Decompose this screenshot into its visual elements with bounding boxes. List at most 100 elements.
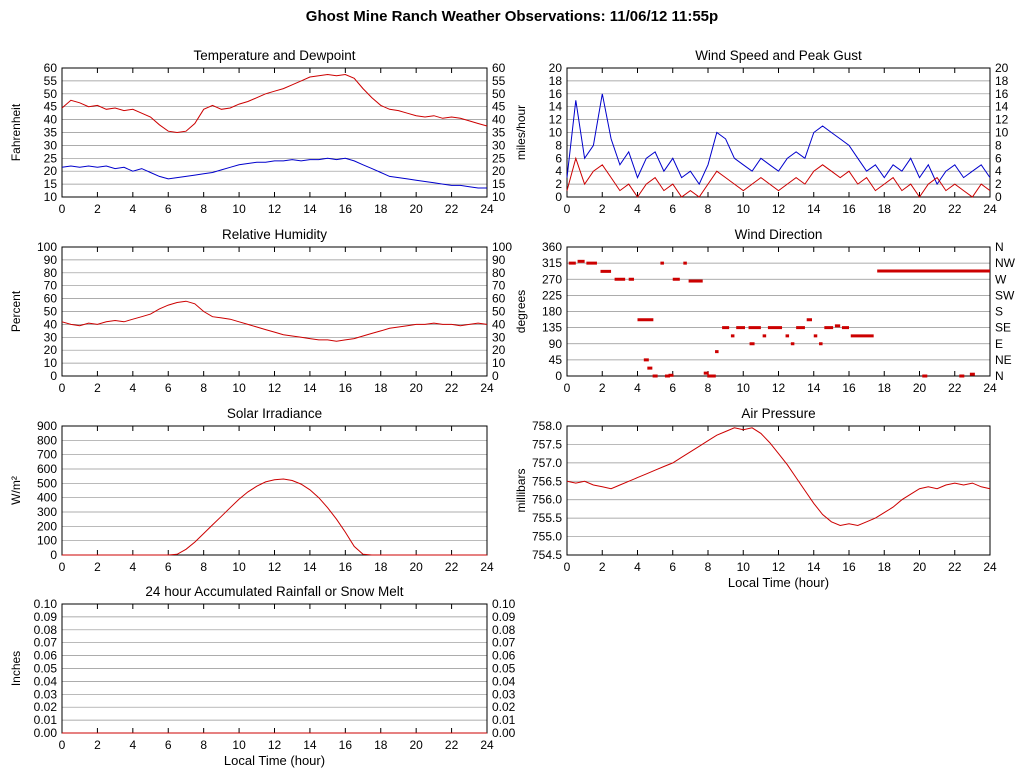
y-tick-label: 16	[549, 87, 563, 101]
x-tick-label: 10	[232, 202, 246, 216]
y-tick-label-right: 0.04	[492, 674, 516, 688]
x-tick-label: 14	[303, 738, 317, 752]
y-tick-label-right: E	[995, 337, 1003, 351]
y-tick-label: 25	[44, 151, 58, 165]
x-tick-label: 16	[339, 381, 353, 395]
x-tick-label: 8	[200, 560, 207, 574]
direction-point	[959, 374, 965, 378]
x-tick-label: 18	[878, 560, 892, 574]
y-tick-label-right: NW	[995, 256, 1016, 270]
y-tick-label-right: 100	[492, 240, 512, 254]
x-tick-label: 20	[409, 560, 423, 574]
x-tick-label: 10	[232, 738, 246, 752]
chart-title: Wind Direction	[735, 227, 823, 242]
x-tick-label: 18	[374, 560, 388, 574]
y-tick-label-right: 0.01	[492, 713, 516, 727]
x-tick-label: 14	[303, 381, 317, 395]
x-tick-label: 16	[339, 202, 353, 216]
y-tick-label: 60	[44, 292, 58, 306]
x-tick-label: 14	[303, 560, 317, 574]
x-tick-label: 20	[913, 381, 927, 395]
x-tick-label: 12	[772, 381, 786, 395]
y-tick-label: 0	[555, 190, 562, 204]
direction-point	[647, 366, 653, 370]
y-tick-label: 100	[37, 240, 57, 254]
x-tick-label: 14	[807, 202, 821, 216]
series-temperature	[61, 73, 488, 134]
chart-title: Solar Irradiance	[227, 406, 322, 421]
direction-point	[707, 374, 713, 378]
y-tick-label-right: SW	[995, 288, 1015, 302]
y-tick-label: 180	[542, 305, 562, 319]
y-tick-label-right: 40	[492, 317, 506, 331]
x-tick-label: 6	[669, 381, 676, 395]
x-tick-label: 12	[268, 560, 282, 574]
y-tick-label-right: 50	[492, 305, 506, 319]
y-tick-label-right: 45	[492, 100, 506, 114]
x-tick-label: 24	[480, 560, 494, 574]
chart-temperature-dewpoint: Temperature and DewpointFahrenheit101520…	[9, 48, 506, 216]
y-tick-label-right: 15	[492, 177, 506, 191]
x-tick-label: 6	[165, 202, 172, 216]
x-tick-label: 12	[268, 202, 282, 216]
x-tick-label: 4	[634, 381, 641, 395]
y-tick-label: 225	[542, 288, 562, 302]
y-tick-label: 0.04	[34, 674, 58, 688]
y-tick-label: 0.03	[34, 687, 58, 701]
y-tick-label: 756.5	[532, 474, 562, 488]
y-tick-label-right: 20	[492, 164, 506, 178]
direction-point	[668, 373, 674, 377]
y-tick-label: 4	[555, 164, 562, 178]
y-tick-label-right: 18	[995, 74, 1009, 88]
y-tick-label: 300	[37, 505, 57, 519]
y-tick-label: 0	[555, 369, 562, 383]
y-tick-label: 90	[44, 253, 58, 267]
y-tick-label-right: 55	[492, 74, 506, 88]
series-air-pressure	[566, 427, 991, 527]
y-tick-label-right: 0.05	[492, 662, 516, 676]
y-tick-label: 400	[37, 491, 57, 505]
y-tick-label-right: 4	[995, 164, 1002, 178]
y-tick-label: 755.5	[532, 511, 562, 525]
y-tick-label: 20	[44, 164, 58, 178]
x-tick-label: 22	[445, 381, 459, 395]
x-tick-label: 6	[165, 560, 172, 574]
plot-border	[61, 425, 488, 556]
x-tick-label: 12	[268, 381, 282, 395]
x-tick-label: 4	[634, 202, 641, 216]
y-tick-label-right: 90	[492, 253, 506, 267]
direction-point	[703, 371, 709, 375]
y-tick-label: 100	[37, 534, 57, 548]
x-tick-label: 24	[983, 202, 997, 216]
y-tick-label: 800	[37, 433, 57, 447]
y-tick-label: 6	[555, 151, 562, 165]
y-tick-label: 12	[549, 113, 563, 127]
x-tick-label: 14	[807, 560, 821, 574]
direction-point	[643, 358, 649, 362]
chart-solar-irradiance: Solar IrradianceW/m²01002003004005006007…	[9, 406, 494, 574]
chart-title: Wind Speed and Peak Gust	[695, 48, 862, 63]
x-tick-label: 10	[232, 560, 246, 574]
plot-border	[566, 425, 991, 556]
y-axis-label: Inches	[9, 651, 23, 686]
y-tick-label: 20	[44, 343, 58, 357]
chart-title: 24 hour Accumulated Rainfall or Snow Mel…	[145, 584, 403, 599]
series-peak-gust	[566, 93, 991, 186]
y-tick-label: 700	[37, 448, 57, 462]
y-tick-label: 50	[44, 87, 58, 101]
y-tick-label: 55	[44, 74, 58, 88]
x-tick-label: 20	[913, 560, 927, 574]
x-tick-label: 20	[913, 202, 927, 216]
y-tick-label: 18	[549, 74, 563, 88]
x-tick-label: 24	[983, 560, 997, 574]
y-tick-label: 8	[555, 138, 562, 152]
x-tick-label: 8	[705, 202, 712, 216]
y-tick-label: 0.09	[34, 610, 58, 624]
y-tick-label: 20	[549, 61, 563, 75]
x-tick-label: 4	[129, 738, 136, 752]
y-tick-label: 200	[37, 519, 57, 533]
plot-border	[566, 246, 991, 377]
x-tick-label: 16	[339, 738, 353, 752]
x-tick-label: 2	[599, 202, 606, 216]
